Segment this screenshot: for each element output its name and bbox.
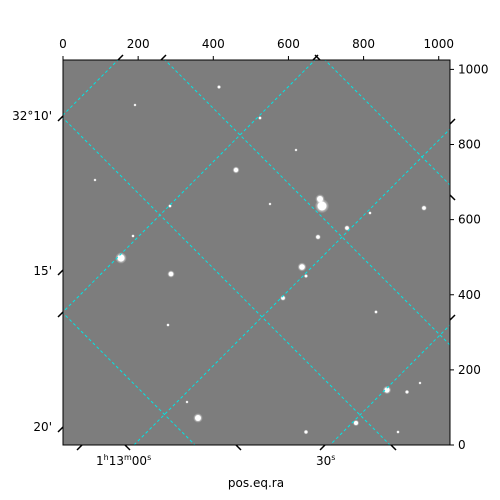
x-axis-label: pos.eq.ra — [228, 476, 284, 490]
sky-image — [63, 60, 450, 445]
world-tick-mark — [57, 115, 64, 122]
grid-line — [63, 60, 119, 116]
top-tick-label: 600 — [277, 37, 300, 51]
star — [94, 179, 96, 181]
star — [195, 415, 201, 421]
world-tick-mark — [449, 118, 456, 125]
star — [168, 204, 172, 208]
star — [117, 254, 125, 262]
world-tick-mark — [57, 426, 64, 433]
dec-tick-label: 20' — [33, 420, 52, 434]
star — [374, 310, 378, 314]
right-tick-label: 600 — [458, 213, 481, 227]
right-tick-label: 1000 — [458, 62, 489, 76]
top-tick-label: 400 — [202, 37, 225, 51]
world-tick-mark — [160, 54, 167, 61]
image-frame — [62, 59, 451, 446]
dec-tick-label: 32°10' — [12, 109, 52, 123]
grid-line — [133, 128, 450, 445]
star — [396, 430, 400, 434]
star — [345, 226, 349, 230]
star — [168, 271, 174, 277]
star — [186, 401, 188, 403]
ra-tick-label: 30s — [316, 453, 335, 468]
world-tick-mark — [312, 54, 319, 61]
star — [354, 421, 358, 425]
grid-line — [329, 324, 450, 445]
top-tick-label: 200 — [127, 37, 150, 51]
world-tick-mark — [117, 54, 124, 61]
grid-line — [164, 60, 450, 346]
star — [304, 430, 308, 434]
star — [422, 206, 426, 210]
star — [419, 382, 421, 384]
top-tick-label: 800 — [352, 37, 375, 51]
ra-tick-label: 1h13m00s — [96, 453, 151, 468]
star — [316, 235, 320, 239]
star — [131, 234, 135, 238]
star — [233, 167, 239, 173]
stars — [93, 84, 427, 435]
dec-tick-label: 15' — [33, 264, 52, 278]
star — [304, 274, 308, 278]
star — [368, 211, 372, 215]
right-tick-label: 800 — [458, 138, 481, 152]
world-tick-mark — [449, 194, 456, 201]
star — [258, 116, 262, 120]
world-tick-mark — [57, 269, 64, 276]
star — [384, 387, 390, 393]
star — [166, 323, 170, 327]
right-tick-label: 400 — [458, 288, 481, 302]
world-tick-mark — [390, 444, 397, 451]
world-tick-mark — [235, 444, 242, 451]
coordinate-grid — [63, 60, 450, 445]
star — [299, 264, 305, 270]
world-tick-mark — [124, 444, 131, 451]
star — [317, 196, 323, 202]
star — [295, 149, 297, 151]
world-tick-mark — [76, 444, 83, 451]
top-tick-label: 1000 — [423, 37, 454, 51]
top-pixel-axis: 0 200 400 600 800 1000 — [59, 37, 454, 60]
right-tick-label: 200 — [458, 363, 481, 377]
right-tick-label: 0 — [458, 438, 466, 452]
star — [405, 390, 409, 394]
world-tick-mark — [319, 444, 326, 451]
world-tick-mark — [57, 311, 64, 318]
star — [269, 203, 271, 205]
right-pixel-axis: 0 200 400 600 800 1000 — [450, 62, 489, 452]
star — [217, 85, 221, 89]
grid-line — [63, 312, 196, 445]
world-axis-ticks — [57, 54, 456, 451]
star — [134, 104, 136, 106]
top-tick-label: 0 — [59, 37, 67, 51]
world-tick-mark — [314, 54, 321, 61]
world-tick-mark — [449, 314, 456, 321]
